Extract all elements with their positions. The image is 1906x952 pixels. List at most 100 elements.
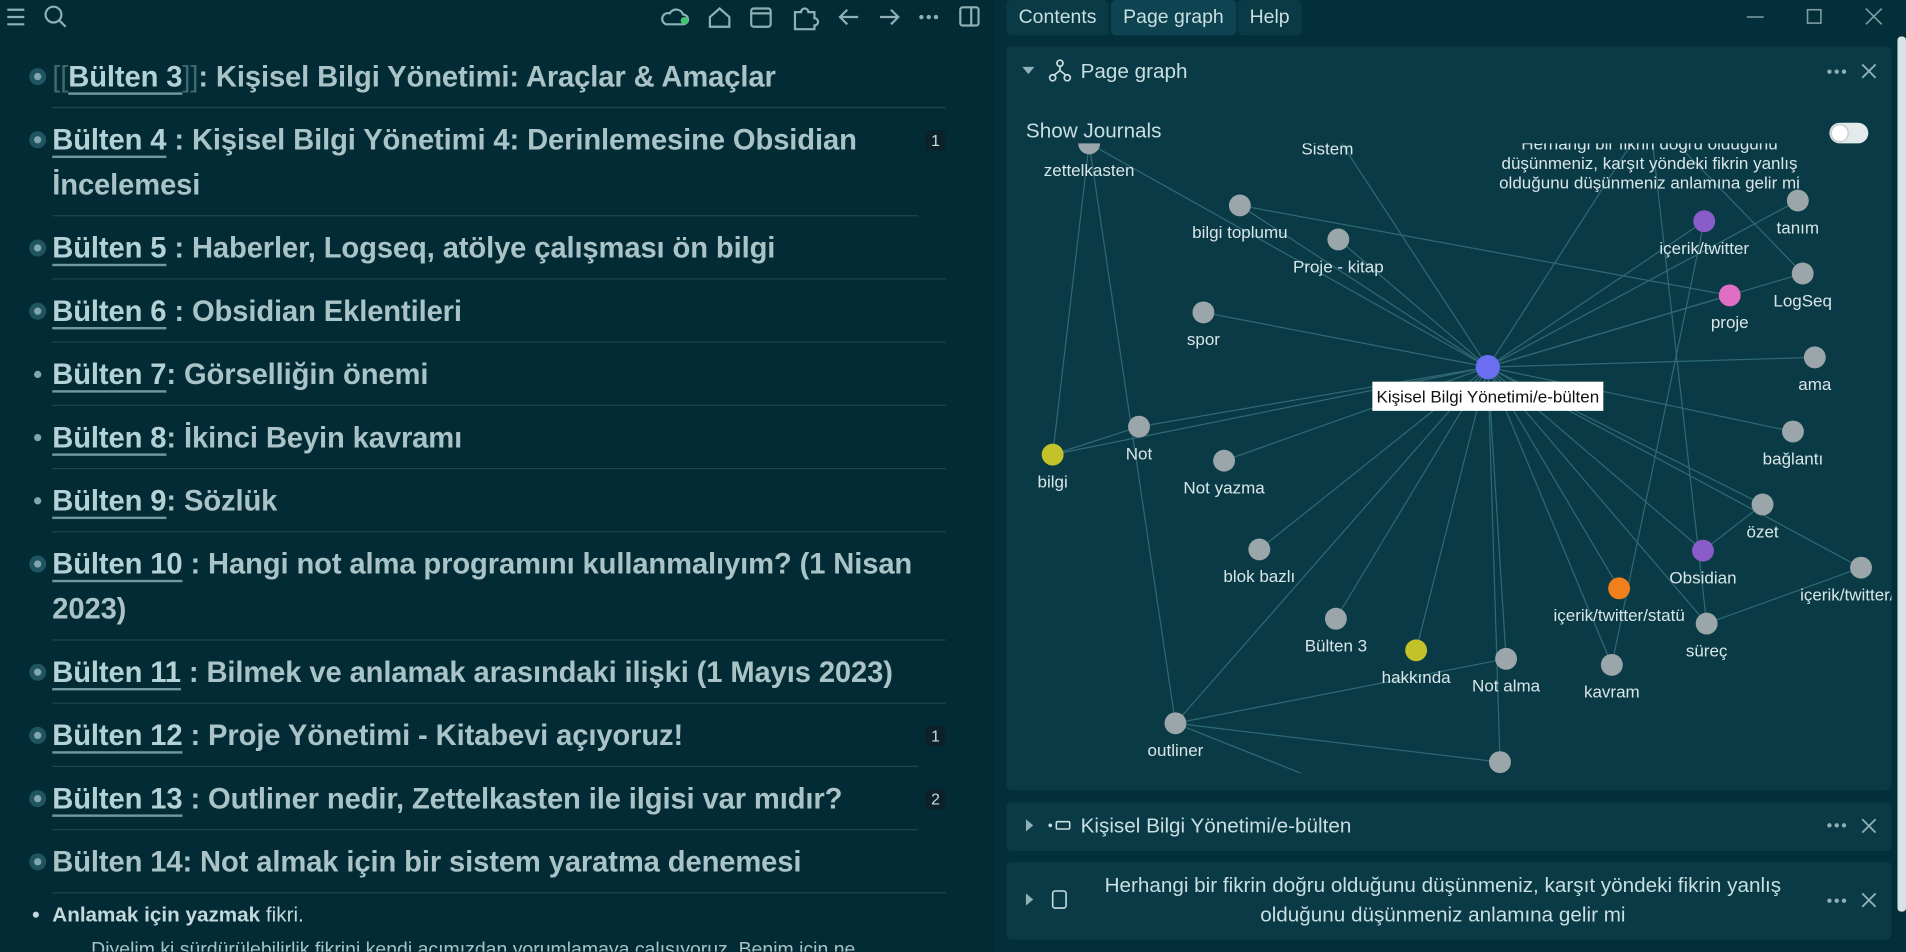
restore-button[interactable] (1806, 8, 1822, 24)
sidebar-tab[interactable]: Contents (1006, 0, 1109, 36)
graph-center-label: Kişisel Bilgi Yönetimi/e-bülten (1377, 387, 1600, 406)
close-button[interactable] (1861, 63, 1877, 79)
block: Bülten 12 : Proje Yönetimi - Kitabevi aç… (0, 714, 991, 768)
forward-button[interactable] (880, 8, 900, 26)
more-button[interactable] (1827, 69, 1847, 74)
graph-edge (1415, 366, 1489, 651)
graph-node[interactable] (1192, 301, 1215, 324)
back-button[interactable] (838, 8, 859, 26)
menu-button[interactable] (7, 8, 25, 26)
bullet (29, 239, 47, 257)
page-link[interactable]: Bülten 6 (52, 295, 167, 329)
graph-node[interactable] (1495, 647, 1518, 670)
graph-node[interactable] (1786, 189, 1809, 212)
block-text: Bülten 14: Not almak için bir sistem yar… (52, 840, 946, 894)
page-link[interactable]: Bülten 4 (52, 123, 167, 157)
graph-node[interactable] (1128, 415, 1150, 438)
journals-toggle[interactable] (1829, 122, 1869, 144)
block-text: Bülten 5 : Haberler, Logseq, atölye çalı… (52, 226, 946, 280)
graph-edge (1487, 220, 1705, 368)
block: [[Bülten 3]]: Kişisel Bilgi Yönetimi: Ar… (0, 55, 991, 109)
page-link[interactable]: Bülten 9 (52, 485, 167, 518)
graph-node-label: tanım (1777, 218, 1820, 237)
graph-node-label: süreç (1686, 641, 1728, 660)
toggle-label: Show Journals (1025, 119, 1162, 143)
graph-edge (1052, 426, 1140, 456)
more-button[interactable] (919, 14, 939, 20)
plugins-button[interactable] (793, 7, 820, 31)
text: Bülten 14: Not almak için bir sistem yar… (52, 846, 802, 879)
more-button[interactable] (1827, 823, 1847, 828)
bullet (29, 663, 47, 681)
page-link[interactable]: Bülten 5 (52, 232, 167, 265)
graph-node[interactable] (1782, 420, 1804, 443)
graph-node-label: içerik/twitter/stat (1800, 585, 1891, 604)
expand-arrow[interactable] (1025, 819, 1034, 832)
block: Bülten 6 : Obsidian Eklentileri (0, 289, 991, 343)
graph-edges (1052, 143, 1862, 774)
graph-node-label: içerik/twitter/statü (1553, 606, 1684, 625)
graph-node[interactable] (1405, 639, 1428, 662)
graph-node[interactable] (1693, 210, 1716, 233)
graph-node[interactable] (1213, 449, 1236, 472)
graph-node-label: LogSeq (1773, 291, 1832, 310)
graph-node[interactable] (1692, 539, 1714, 562)
page-link[interactable]: Bülten 13 (52, 782, 183, 816)
graph-node[interactable] (1803, 346, 1826, 369)
text: : Haberler, Logseq, atölye çalışması ön … (166, 232, 776, 265)
page-link[interactable]: Bülten 3 (68, 60, 183, 94)
graph-node[interactable] (1248, 538, 1271, 561)
text: : Kişisel Bilgi Yönetimi: Araçlar & Amaç… (198, 60, 776, 94)
graph-edge (1340, 143, 1489, 368)
graph-node[interactable] (1228, 194, 1251, 217)
text: : Outliner nedir, Zettelkasten ile ilgis… (182, 782, 843, 816)
sidebar-toggle[interactable] (959, 6, 980, 27)
graph-icon (1048, 59, 1072, 82)
graph-node[interactable] (1751, 493, 1774, 516)
close-button[interactable] (1861, 892, 1877, 908)
close-button[interactable] (1865, 7, 1883, 25)
graph-node-label: Bülten 3 (1305, 637, 1367, 656)
home-button[interactable] (708, 7, 731, 28)
graph-node[interactable] (1718, 284, 1741, 307)
graph-center-node[interactable] (1475, 354, 1501, 380)
graph-node[interactable] (1600, 653, 1623, 676)
window-controls (1746, 7, 1883, 25)
page-link[interactable]: Bülten 8 (52, 421, 167, 455)
graph-node[interactable] (1324, 607, 1347, 630)
card-title: Kişisel Bilgi Yönetimi/e-bülten (1080, 814, 1352, 838)
block: Bülten 8: İkinci Beyin kavramı (0, 416, 991, 470)
sidebar-tab[interactable]: Help (1237, 0, 1302, 36)
graph-node[interactable] (1164, 712, 1187, 735)
graph-node-label: bilgi toplumu (1192, 223, 1287, 242)
collapse-arrow[interactable] (1022, 66, 1035, 75)
graph-edge (1239, 204, 1489, 368)
bullet (29, 555, 47, 573)
graph-node[interactable] (1041, 443, 1064, 466)
card-title: Page graph (1080, 59, 1188, 83)
page-link[interactable]: Bülten 11 (52, 656, 181, 690)
sidebar-tab[interactable]: Page graph (1111, 0, 1236, 36)
bullet (29, 68, 47, 86)
graph-node-label: Sistem (1301, 143, 1353, 158)
graph-node-label: Herhangi bir fikrin doğru olduğunu düşün… (1499, 143, 1800, 192)
search-button[interactable] (44, 5, 67, 28)
bullet (29, 853, 47, 871)
graph-header (1022, 59, 1877, 82)
graph-node[interactable] (1695, 612, 1718, 635)
graph-node[interactable] (1608, 577, 1631, 600)
bullet (32, 911, 39, 918)
graph-node[interactable] (1078, 143, 1101, 155)
left-toolbar (7, 5, 980, 31)
page-link[interactable]: Bülten 10 (52, 548, 183, 582)
graph-node[interactable] (1850, 556, 1872, 579)
graph-edge (1175, 722, 1501, 763)
page-link[interactable]: Bülten 7 (52, 358, 167, 392)
graph-node[interactable] (1791, 262, 1814, 285)
journal-button[interactable] (750, 7, 772, 28)
close-button[interactable] (1861, 818, 1877, 834)
expand-arrow[interactable] (1025, 893, 1034, 906)
page-link[interactable]: Bülten 12 (52, 719, 183, 753)
more-button[interactable] (1827, 898, 1847, 903)
graph-node[interactable] (1327, 228, 1350, 251)
